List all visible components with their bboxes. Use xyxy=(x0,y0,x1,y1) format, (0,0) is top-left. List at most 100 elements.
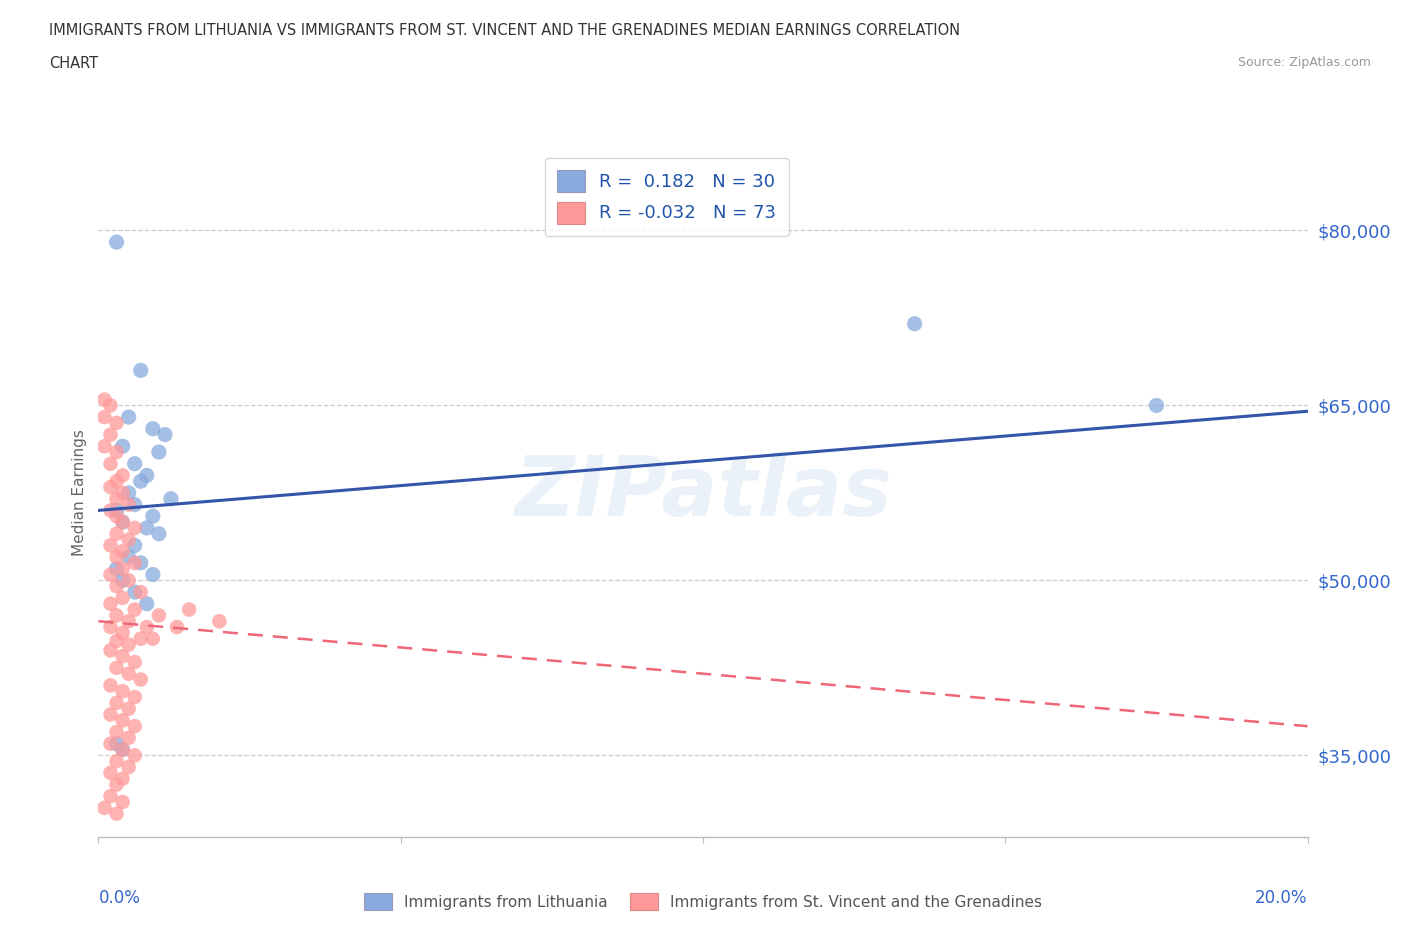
Point xyxy=(111,742,134,757)
Point xyxy=(135,521,157,536)
Point xyxy=(124,521,146,536)
Point xyxy=(100,567,122,582)
Point xyxy=(93,439,115,454)
Point xyxy=(100,707,122,722)
Point xyxy=(100,480,122,495)
Point xyxy=(118,760,141,775)
Point xyxy=(124,655,146,670)
Point xyxy=(105,696,128,711)
Point xyxy=(111,591,134,605)
Point xyxy=(105,578,128,593)
Point xyxy=(100,678,122,693)
Point xyxy=(93,801,115,816)
Point xyxy=(105,562,128,577)
Point xyxy=(105,633,128,648)
Point xyxy=(142,631,165,646)
Point xyxy=(105,503,128,518)
Point xyxy=(105,777,128,792)
Point xyxy=(142,509,165,524)
Text: ZIPatlas: ZIPatlas xyxy=(515,452,891,534)
Point xyxy=(904,316,927,331)
Point xyxy=(160,491,183,506)
Text: 0.0%: 0.0% xyxy=(98,889,141,908)
Point xyxy=(105,550,128,565)
Point xyxy=(118,498,141,512)
Point xyxy=(111,794,134,809)
Point xyxy=(111,468,134,483)
Text: IMMIGRANTS FROM LITHUANIA VS IMMIGRANTS FROM ST. VINCENT AND THE GRENADINES MEDI: IMMIGRANTS FROM LITHUANIA VS IMMIGRANTS … xyxy=(49,23,960,38)
Point xyxy=(124,719,146,734)
Point xyxy=(124,555,146,570)
Point xyxy=(111,514,134,529)
Point xyxy=(105,509,128,524)
Point xyxy=(135,468,157,483)
Text: CHART: CHART xyxy=(49,56,98,71)
Point xyxy=(148,608,170,623)
Point xyxy=(166,619,188,634)
Y-axis label: Median Earnings: Median Earnings xyxy=(72,430,87,556)
Point xyxy=(100,538,122,552)
Point xyxy=(111,771,134,786)
Point xyxy=(100,765,122,780)
Point xyxy=(100,789,122,804)
Point xyxy=(124,585,146,600)
Point xyxy=(105,526,128,541)
Point xyxy=(111,713,134,728)
Point xyxy=(105,234,128,249)
Point xyxy=(124,602,146,617)
Point xyxy=(129,631,152,646)
Point xyxy=(105,724,128,739)
Point xyxy=(118,730,141,745)
Point xyxy=(105,660,128,675)
Point xyxy=(100,427,122,442)
Point xyxy=(105,416,128,431)
Point xyxy=(111,742,134,757)
Point xyxy=(153,427,176,442)
Point xyxy=(124,457,146,472)
Point xyxy=(100,737,122,751)
Point xyxy=(111,626,134,641)
Point xyxy=(129,585,152,600)
Point xyxy=(100,457,122,472)
Legend: R =  0.182   N = 30, R = -0.032   N = 73: R = 0.182 N = 30, R = -0.032 N = 73 xyxy=(544,158,789,236)
Point xyxy=(129,473,152,488)
Point xyxy=(100,643,122,658)
Point xyxy=(100,619,122,634)
Point xyxy=(148,526,170,541)
Point xyxy=(111,485,134,500)
Point xyxy=(111,514,134,529)
Point xyxy=(118,614,141,629)
Point xyxy=(105,737,128,751)
Point xyxy=(100,503,122,518)
Point xyxy=(135,619,157,634)
Point xyxy=(129,555,152,570)
Point xyxy=(118,485,141,500)
Point xyxy=(135,596,157,611)
Point xyxy=(148,445,170,459)
Point xyxy=(142,421,165,436)
Point xyxy=(93,392,115,407)
Point xyxy=(129,672,152,687)
Point xyxy=(100,596,122,611)
Point xyxy=(124,498,146,512)
Point xyxy=(111,544,134,559)
Point xyxy=(124,538,146,552)
Point xyxy=(118,701,141,716)
Point xyxy=(105,491,128,506)
Point xyxy=(124,748,146,763)
Legend: Immigrants from Lithuania, Immigrants from St. Vincent and the Grenadines: Immigrants from Lithuania, Immigrants fr… xyxy=(356,885,1050,918)
Point xyxy=(100,398,122,413)
Point xyxy=(105,806,128,821)
Point xyxy=(129,363,152,378)
Point xyxy=(118,637,141,652)
Point xyxy=(118,573,141,588)
Point xyxy=(118,409,141,424)
Point xyxy=(105,753,128,768)
Point xyxy=(118,666,141,681)
Point xyxy=(111,439,134,454)
Point xyxy=(105,473,128,488)
Point xyxy=(118,550,141,565)
Point xyxy=(105,608,128,623)
Point xyxy=(118,532,141,547)
Point xyxy=(111,649,134,664)
